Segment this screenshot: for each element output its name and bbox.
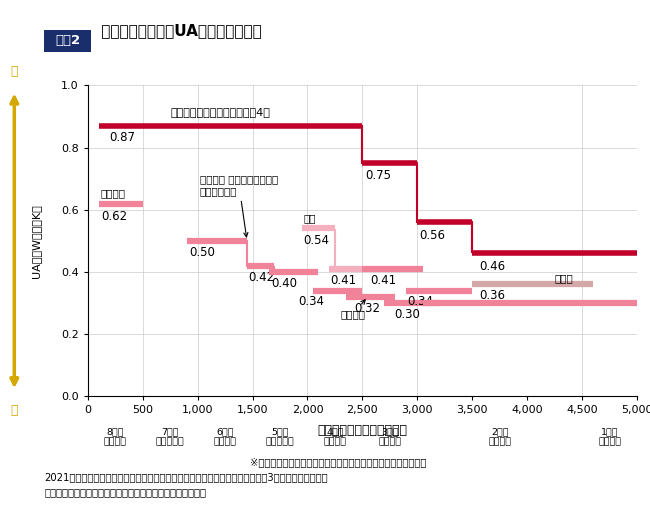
Text: 0.54: 0.54	[303, 234, 329, 247]
Text: 0.42: 0.42	[248, 271, 274, 284]
Text: ドイツ: ドイツ	[554, 273, 573, 283]
Text: 2021年の国土交通省の資料をもとに作成（元データは、野村総合研究所：令和3年度「海外における: 2021年の国土交通省の資料をもとに作成（元データは、野村総合研究所：令和3年度…	[44, 472, 328, 482]
Text: 劣: 劣	[10, 65, 18, 78]
Text: アメリカ カリフォルニア州
（仕様規定）: アメリカ カリフォルニア州 （仕様規定）	[200, 174, 278, 237]
Text: 住宅・建築物の省エネルギー規制・基準等に関する調査」）: 住宅・建築物の省エネルギー規制・基準等に関する調査」）	[44, 487, 206, 497]
Text: 0.62: 0.62	[101, 210, 127, 223]
Text: 0.50: 0.50	[188, 246, 215, 259]
Text: 7地域
（鹿児島）: 7地域 （鹿児島）	[156, 427, 185, 447]
Text: イタリア: イタリア	[101, 188, 126, 198]
Text: 日本（省エネ基準＝断熱等級4）: 日本（省エネ基準＝断熱等級4）	[170, 107, 270, 117]
Text: 3地域
（盛岡）: 3地域 （盛岡）	[378, 427, 401, 447]
Text: 0.75: 0.75	[366, 169, 392, 182]
Text: UA値（W／㎡・K）: UA値（W／㎡・K）	[31, 204, 41, 278]
Text: 0.36: 0.36	[479, 290, 505, 303]
Text: 8地域
（那覇）: 8地域 （那覇）	[104, 427, 127, 447]
Text: 1地域
（旭川）: 1地域 （旭川）	[598, 427, 621, 447]
Text: 0.46: 0.46	[479, 260, 505, 273]
Text: 0.40: 0.40	[271, 277, 297, 290]
Text: 2地域
（札幌）: 2地域 （札幌）	[488, 427, 511, 447]
Text: 0.34: 0.34	[408, 295, 434, 308]
Text: 図表2: 図表2	[55, 34, 80, 48]
Text: ※「暖房デグリーデー」とは、各地域の寒さの度合いを示す指標: ※「暖房デグリーデー」とは、各地域の寒さの度合いを示す指標	[250, 457, 426, 467]
Text: 0.41: 0.41	[330, 274, 357, 287]
Text: 0.32: 0.32	[355, 302, 381, 315]
Text: 4地域
（長野）: 4地域 （長野）	[324, 427, 346, 447]
Text: 韓国: 韓国	[303, 213, 315, 223]
Text: 5地域
（つくば）: 5地域 （つくば）	[266, 427, 294, 447]
Text: 0.56: 0.56	[419, 229, 445, 242]
Text: 0.34: 0.34	[298, 295, 324, 308]
Text: イギリス: イギリス	[341, 300, 365, 319]
Text: 0.30: 0.30	[395, 308, 420, 321]
Text: 優: 優	[10, 404, 18, 417]
Text: 住宅の断熱基準（UA値）の国際比較: 住宅の断熱基準（UA値）の国際比較	[96, 24, 262, 38]
Text: 6地域
（東京）: 6地域 （東京）	[214, 427, 237, 447]
Text: 0.41: 0.41	[370, 274, 396, 287]
X-axis label: 暖房デグリーデー（度日）: 暖房デグリーデー（度日）	[317, 424, 408, 437]
Text: 0.87: 0.87	[110, 131, 136, 143]
